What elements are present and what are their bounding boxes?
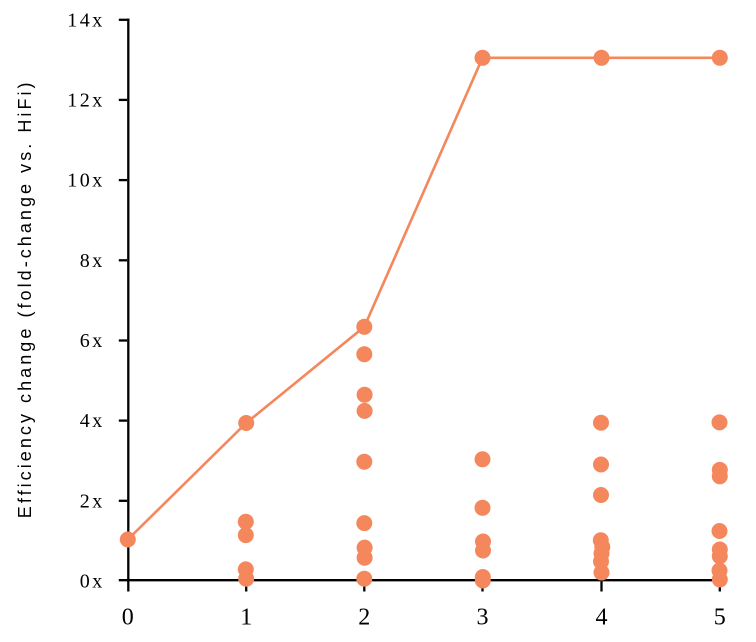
svg-text:0x: 0x [80, 571, 105, 593]
svg-text:5: 5 [714, 605, 726, 631]
svg-text:3: 3 [477, 605, 489, 631]
svg-text:14x: 14x [67, 9, 105, 31]
svg-text:10x: 10x [67, 170, 105, 192]
svg-text:6x: 6x [80, 330, 105, 352]
svg-text:4x: 4x [80, 410, 105, 432]
svg-text:2x: 2x [80, 490, 105, 512]
svg-text:Efficiency change (fold-change: Efficiency change (fold-change vs. HiFi) [15, 79, 35, 518]
svg-text:0: 0 [122, 605, 134, 631]
svg-text:12x: 12x [67, 90, 105, 112]
svg-text:1: 1 [240, 605, 252, 631]
svg-text:2: 2 [358, 605, 370, 631]
svg-text:8x: 8x [80, 250, 105, 272]
svg-text:4: 4 [596, 605, 608, 631]
